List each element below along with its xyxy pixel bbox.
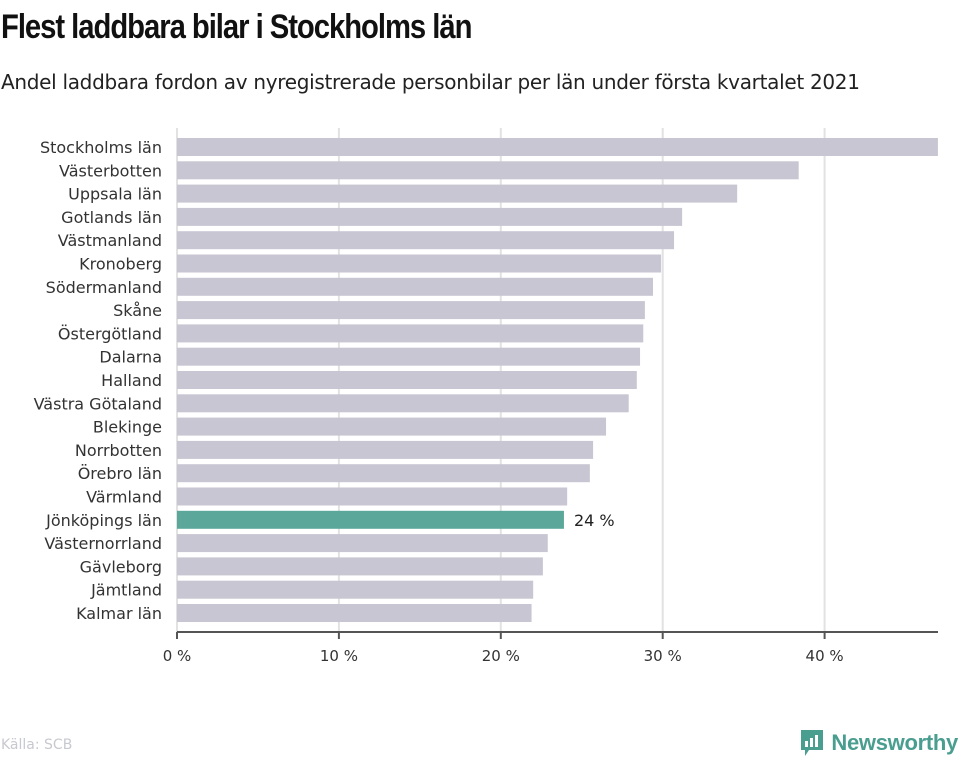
bar xyxy=(177,138,938,156)
category-label: Blekinge xyxy=(93,418,162,437)
category-labels: Stockholms län Västerbotten Uppsala län Got… xyxy=(34,138,162,623)
category-label: Jönköpings län xyxy=(45,511,162,530)
bar xyxy=(177,301,645,320)
brand-logo[interactable]: Newsworthy xyxy=(799,728,958,758)
bar xyxy=(177,161,799,180)
category-label: Kalmar län xyxy=(76,604,162,623)
category-label: Västmanland xyxy=(58,231,162,250)
category-label: Uppsala län xyxy=(68,185,162,204)
bar xyxy=(177,324,644,343)
chart-subtitle: Andel laddbara fordon av nyregistrerade … xyxy=(1,70,860,94)
bar-chart: Stockholms län Västerbotten Uppsala län Got… xyxy=(34,128,938,665)
category-label: Norrbotten xyxy=(75,441,162,460)
category-label: Västernorrland xyxy=(44,534,162,553)
data-label: 24 % xyxy=(574,511,615,530)
category-label: Gotlands län xyxy=(61,208,162,227)
bar xyxy=(177,440,594,459)
bars xyxy=(177,138,938,622)
chart-title: Flest laddbara bilar i Stockholms län xyxy=(1,8,472,46)
data-labels: 24 % xyxy=(574,511,615,530)
source-note: Källa: SCB xyxy=(1,737,73,753)
bar xyxy=(177,557,543,576)
bar-highlight xyxy=(177,510,564,529)
category-label: Stockholms län xyxy=(40,138,162,157)
category-label: Västra Götaland xyxy=(34,394,162,413)
bar xyxy=(177,254,662,273)
x-tick-label: 20 % xyxy=(482,647,520,665)
x-axis: 0 % 10 % 20 % 30 % 40 % xyxy=(163,631,938,665)
bar xyxy=(177,417,607,436)
bar xyxy=(177,277,653,296)
bar xyxy=(177,464,590,483)
category-label: Östergötland xyxy=(58,324,162,343)
x-tick-label: 10 % xyxy=(320,647,358,665)
bar xyxy=(177,534,548,553)
bar xyxy=(177,231,675,250)
bar xyxy=(177,487,568,506)
bar xyxy=(177,394,629,413)
x-tick-label: 30 % xyxy=(644,647,682,665)
bar xyxy=(177,604,532,622)
newsworthy-logo-icon xyxy=(801,730,824,756)
category-label: Dalarna xyxy=(99,348,162,367)
category-label: Jämtland xyxy=(90,581,162,600)
category-label: Örebro län xyxy=(78,464,162,483)
bar xyxy=(177,184,738,203)
category-label: Västerbotten xyxy=(59,161,162,180)
category-label: Gävleborg xyxy=(80,557,162,576)
x-tick-label: 40 % xyxy=(806,647,844,665)
brand-name: Newsworthy xyxy=(831,730,958,755)
x-tick-label: 0 % xyxy=(163,647,192,665)
category-label: Kronoberg xyxy=(79,255,162,274)
bar xyxy=(177,371,637,389)
category-label: Halland xyxy=(101,371,162,390)
category-label: Södermanland xyxy=(46,278,162,297)
category-label: Värmland xyxy=(86,488,162,507)
bar xyxy=(177,347,641,366)
bar xyxy=(177,580,534,599)
bar xyxy=(177,207,683,226)
category-label: Skåne xyxy=(113,301,162,320)
